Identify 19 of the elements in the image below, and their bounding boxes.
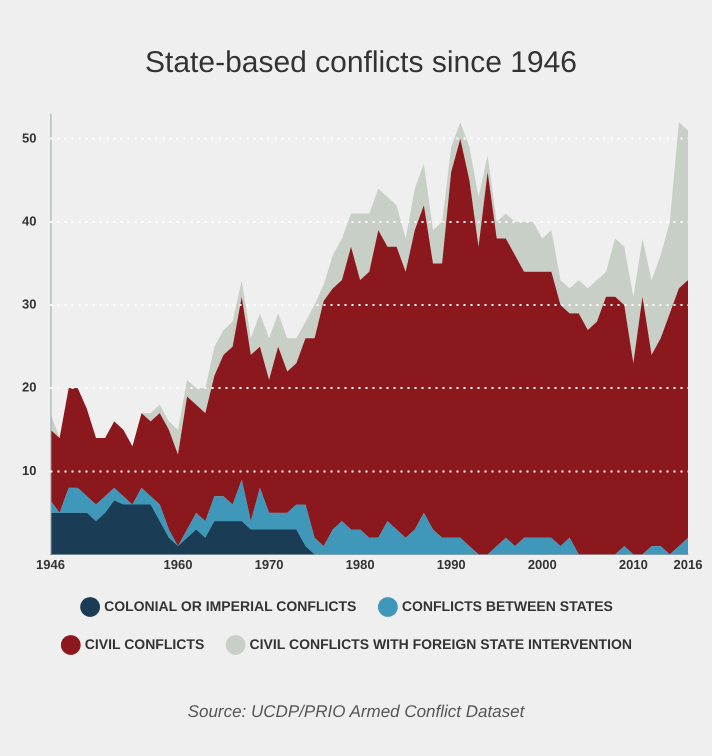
- x-tick-label: 1970: [254, 556, 284, 572]
- legend-label: CIVIL CONFLICTS: [84, 636, 204, 652]
- legend-label: CONFLICTS BETWEEN STATES: [402, 598, 613, 614]
- x-tick-label: 1960: [164, 556, 192, 572]
- x-tick-label: 1946: [36, 556, 65, 572]
- x-tick-label: 2000: [528, 556, 557, 572]
- y-tick-label: 10: [22, 462, 36, 478]
- y-tick-label: 20: [22, 380, 36, 395]
- y-tick-label: 30: [22, 296, 36, 312]
- x-tick-label: 2016: [674, 556, 702, 572]
- y-tick-label: 50: [22, 130, 36, 146]
- x-tick-label: 1990: [436, 556, 466, 572]
- source-note: Source: UCDP/PRIO Armed Conflict Dataset: [186, 702, 526, 722]
- chart-title: State-based conflicts since 1946: [144, 46, 578, 80]
- x-tick-label: 2010: [618, 556, 648, 572]
- y-tick-label: 40: [22, 213, 36, 228]
- legend-label: CIVIL CONFLICTS WITH FOREIGN STATE INTERVENTION: [250, 636, 632, 652]
- legend-label: COLONIAL OR IMPERIAL CONFLICTS: [104, 598, 356, 614]
- x-tick-label: 1980: [346, 556, 375, 572]
